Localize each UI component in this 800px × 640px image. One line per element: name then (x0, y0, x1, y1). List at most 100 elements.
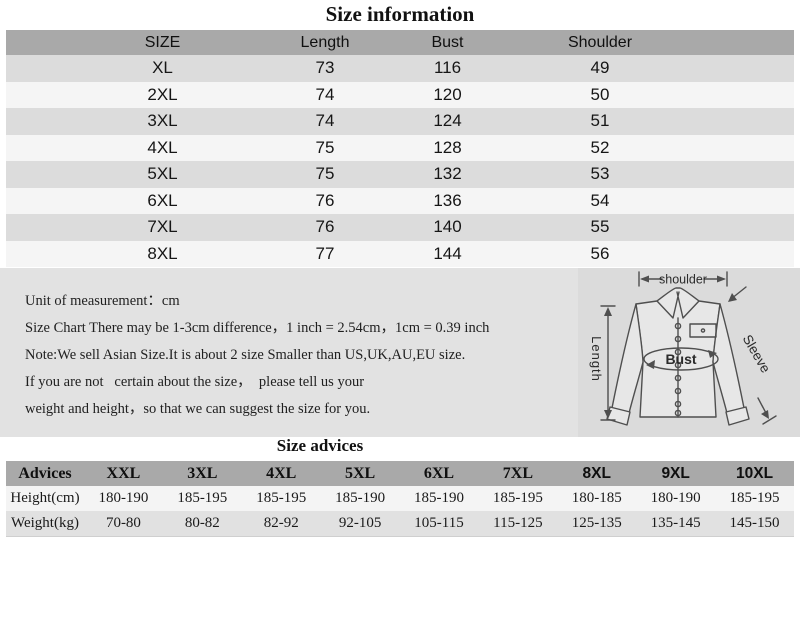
height-cell: 180-190 (650, 490, 701, 506)
bust-cell: 120 (433, 84, 462, 104)
advices-column-header: 7XL (502, 464, 533, 482)
weight-cell: 70-80 (105, 515, 141, 531)
weight-cell: 105-115 (414, 515, 464, 531)
advices-column-header: 10XL (736, 464, 774, 482)
size-cell: 6XL (147, 190, 178, 210)
advices-column-header: XXL (106, 464, 141, 482)
height-cell: 185-195 (729, 490, 780, 506)
shirt-measurement-diagram: shoulder (578, 268, 800, 437)
length-cell: 76 (315, 217, 335, 237)
height-cell: 180-185 (571, 490, 622, 506)
height-cell: 185-195 (177, 490, 228, 506)
size-column-header: SIZE (144, 33, 181, 51)
length-cell: 76 (315, 190, 335, 210)
weight-cell: 145-150 (729, 515, 780, 531)
size-cell: 2XL (147, 84, 178, 104)
size-cell: 7XL (147, 217, 178, 237)
shoulder-cell: 56 (590, 243, 610, 263)
note-line: Size Chart There may be 1-3cm difference… (25, 320, 490, 336)
length-cell: 73 (315, 58, 335, 78)
shoulder-cell: 53 (590, 164, 610, 184)
length-arrow (600, 305, 616, 421)
size-table-row: 8XL 77 144 56 (6, 240, 794, 267)
page-title: Size information (325, 2, 475, 26)
size-cell: 5XL (147, 164, 178, 184)
length-cell: 74 (315, 111, 335, 131)
shoulder-label: shoulder (659, 273, 707, 287)
note-line: Unit of measurement：cm (25, 293, 180, 309)
size-table-row: 2XL 74 120 50 (6, 81, 794, 108)
advices-column-header: 4XL (266, 464, 297, 482)
size-advices-table: Advices XXL 3XL 4XL 5XL 6XL 7XL 8XL 9XL … (6, 461, 794, 537)
weight-cell: 92-105 (338, 515, 382, 531)
shoulder-cell: 54 (590, 190, 610, 210)
notes-strip: Unit of measurement：cm Size Chart There … (0, 268, 800, 437)
shoulder-cell: 52 (590, 137, 610, 157)
height-cell: 185-195 (256, 490, 307, 506)
height-row: Height(cm) 180-190 185-195 185-195 185-1… (6, 486, 794, 511)
length-cell: 77 (315, 243, 335, 263)
bust-cell: 132 (433, 164, 462, 184)
size-table-row: 5XL 75 132 53 (6, 161, 794, 188)
bust-arrow (643, 347, 719, 371)
measurement-notes: Unit of measurement：cm Size Chart There … (25, 288, 489, 423)
size-table-row: 7XL 76 140 55 (6, 214, 794, 241)
note-line: Note:We sell Asian Size.It is about 2 si… (25, 347, 466, 363)
length-label: Length (589, 336, 604, 382)
length-cell: 74 (315, 84, 335, 104)
size-table-row: 3XL 74 124 51 (6, 108, 794, 135)
length-cell: 75 (315, 137, 335, 157)
size-cell: XL (152, 58, 173, 78)
height-cell: 180-190 (98, 490, 149, 506)
size-table: SIZE Length Bust Shoulder XL 73 116 49 2… (6, 30, 794, 267)
shoulder-cell: 55 (590, 217, 610, 237)
bust-cell: 136 (433, 190, 462, 210)
size-advices-title: Size advices (276, 436, 364, 455)
weight-cell: 125-135 (571, 515, 622, 531)
size-table-row: XL 73 116 49 (6, 55, 794, 82)
size-table-header-row: SIZE Length Bust Shoulder (6, 30, 794, 55)
weight-row-label: Weight(kg) (11, 515, 79, 531)
weight-cell: 82-92 (263, 515, 299, 531)
bust-label: Bust (665, 351, 696, 367)
sleeve-label: Sleeve (740, 332, 774, 375)
shoulder-cell: 50 (590, 84, 610, 104)
bust-cell: 124 (433, 111, 462, 131)
length-cell: 75 (315, 164, 335, 184)
bust-cell: 116 (433, 58, 462, 78)
size-table-row: 4XL 75 128 52 (6, 134, 794, 161)
height-cell: 185-190 (413, 490, 464, 506)
advices-column-header: 8XL (582, 464, 611, 482)
advices-column-header: 6XL (423, 464, 455, 482)
weight-cell: 80-82 (184, 515, 220, 531)
shoulder-cell: 49 (590, 58, 610, 78)
weight-cell: 135-145 (650, 515, 701, 531)
advices-column-header: 3XL (187, 464, 218, 482)
advices-column-header: 5XL (344, 464, 376, 482)
shoulder-column-header: Shoulder (567, 33, 633, 51)
size-cell: 4XL (147, 137, 178, 157)
bust-cell: 144 (433, 243, 462, 263)
height-cell: 185-195 (492, 490, 543, 506)
note-line: If you are not certain about the size， p… (25, 374, 365, 390)
advices-column-header: 9XL (661, 464, 690, 482)
height-cell: 185-190 (335, 490, 386, 506)
sleeve-arrow (728, 286, 777, 425)
size-cell: 8XL (147, 243, 178, 263)
size-cell: 3XL (147, 111, 178, 131)
bust-cell: 140 (433, 217, 462, 237)
shoulder-cell: 51 (590, 111, 610, 131)
length-column-header: Length (300, 33, 350, 51)
note-line: weight and height，so that we can suggest… (25, 401, 371, 417)
size-table-row: 6XL 76 136 54 (6, 187, 794, 214)
weight-cell: 115-125 (493, 515, 543, 531)
weight-row: Weight(kg) 70-80 80-82 82-92 92-105 105-… (6, 511, 794, 537)
advices-column-header: Advices (18, 464, 72, 482)
shoulder-arrow (638, 271, 728, 287)
bust-cell: 128 (433, 137, 462, 157)
shirt-outline (606, 287, 750, 426)
bust-column-header: Bust (431, 33, 464, 51)
advices-header-row: Advices XXL 3XL 4XL 5XL 6XL 7XL 8XL 9XL … (6, 461, 794, 486)
height-row-label: Height(cm) (10, 490, 80, 506)
